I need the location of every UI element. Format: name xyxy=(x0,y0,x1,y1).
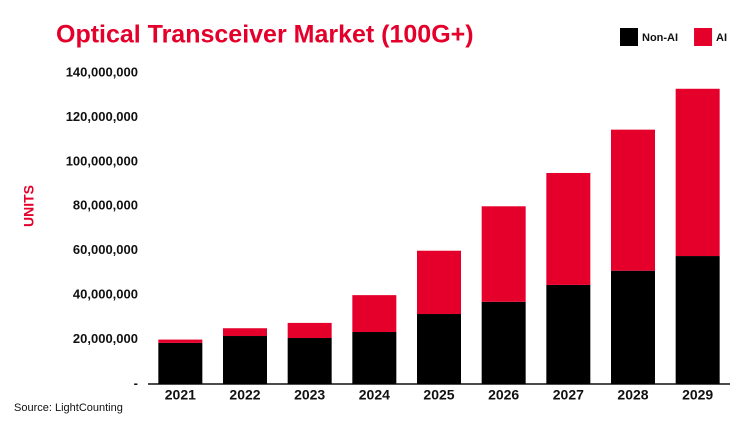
bar-segment xyxy=(546,284,591,384)
bar-segment xyxy=(675,256,720,384)
bar-segment xyxy=(223,336,267,384)
x-tick-label: 2028 xyxy=(617,387,648,403)
x-tick-label: 2021 xyxy=(165,387,196,403)
bar-segment xyxy=(481,301,526,384)
y-tick-label: 60,000,000 xyxy=(73,242,138,257)
x-tick-label: 2023 xyxy=(294,387,325,403)
source-note: Source: LightCounting xyxy=(14,402,123,414)
bar-segment xyxy=(546,172,591,285)
bar-segment xyxy=(158,342,203,384)
bar-segment xyxy=(287,338,332,384)
bar-segment xyxy=(417,250,461,315)
x-tick-label: 2024 xyxy=(359,387,390,403)
bar-segment xyxy=(481,206,526,302)
x-tick-label: 2022 xyxy=(229,387,260,403)
x-tick-label: 2029 xyxy=(682,387,713,403)
legend-label: Non-AI xyxy=(642,32,678,44)
chart-title: Optical Transceiver Market (100G+) xyxy=(56,21,474,49)
bar-segment xyxy=(287,322,332,339)
bar-segment xyxy=(611,129,655,271)
x-tick-label: 2026 xyxy=(488,387,519,403)
y-tick-label: 80,000,000 xyxy=(73,198,138,213)
bar-segment xyxy=(352,295,397,333)
bar-segment xyxy=(158,339,203,343)
bar-segment xyxy=(417,314,461,384)
y-tick-label: 140,000,000 xyxy=(66,64,138,79)
bar-segment xyxy=(675,88,720,257)
y-tick-label: 100,000,000 xyxy=(66,153,138,168)
y-tick-label: 40,000,000 xyxy=(73,287,138,302)
bar-segment xyxy=(223,328,267,337)
legend-label: AI xyxy=(716,32,727,44)
bar-segment xyxy=(611,270,655,384)
y-axis-label: UNITS xyxy=(21,185,37,227)
x-tick-label: 2025 xyxy=(423,387,454,403)
bar-segment xyxy=(352,332,397,384)
legend-swatch xyxy=(620,28,638,46)
legend-swatch xyxy=(694,28,713,46)
y-tick-label: - xyxy=(134,375,138,390)
y-tick-label: 20,000,000 xyxy=(73,331,138,346)
x-tick-label: 2027 xyxy=(553,387,584,403)
y-tick-label: 120,000,000 xyxy=(66,109,138,124)
